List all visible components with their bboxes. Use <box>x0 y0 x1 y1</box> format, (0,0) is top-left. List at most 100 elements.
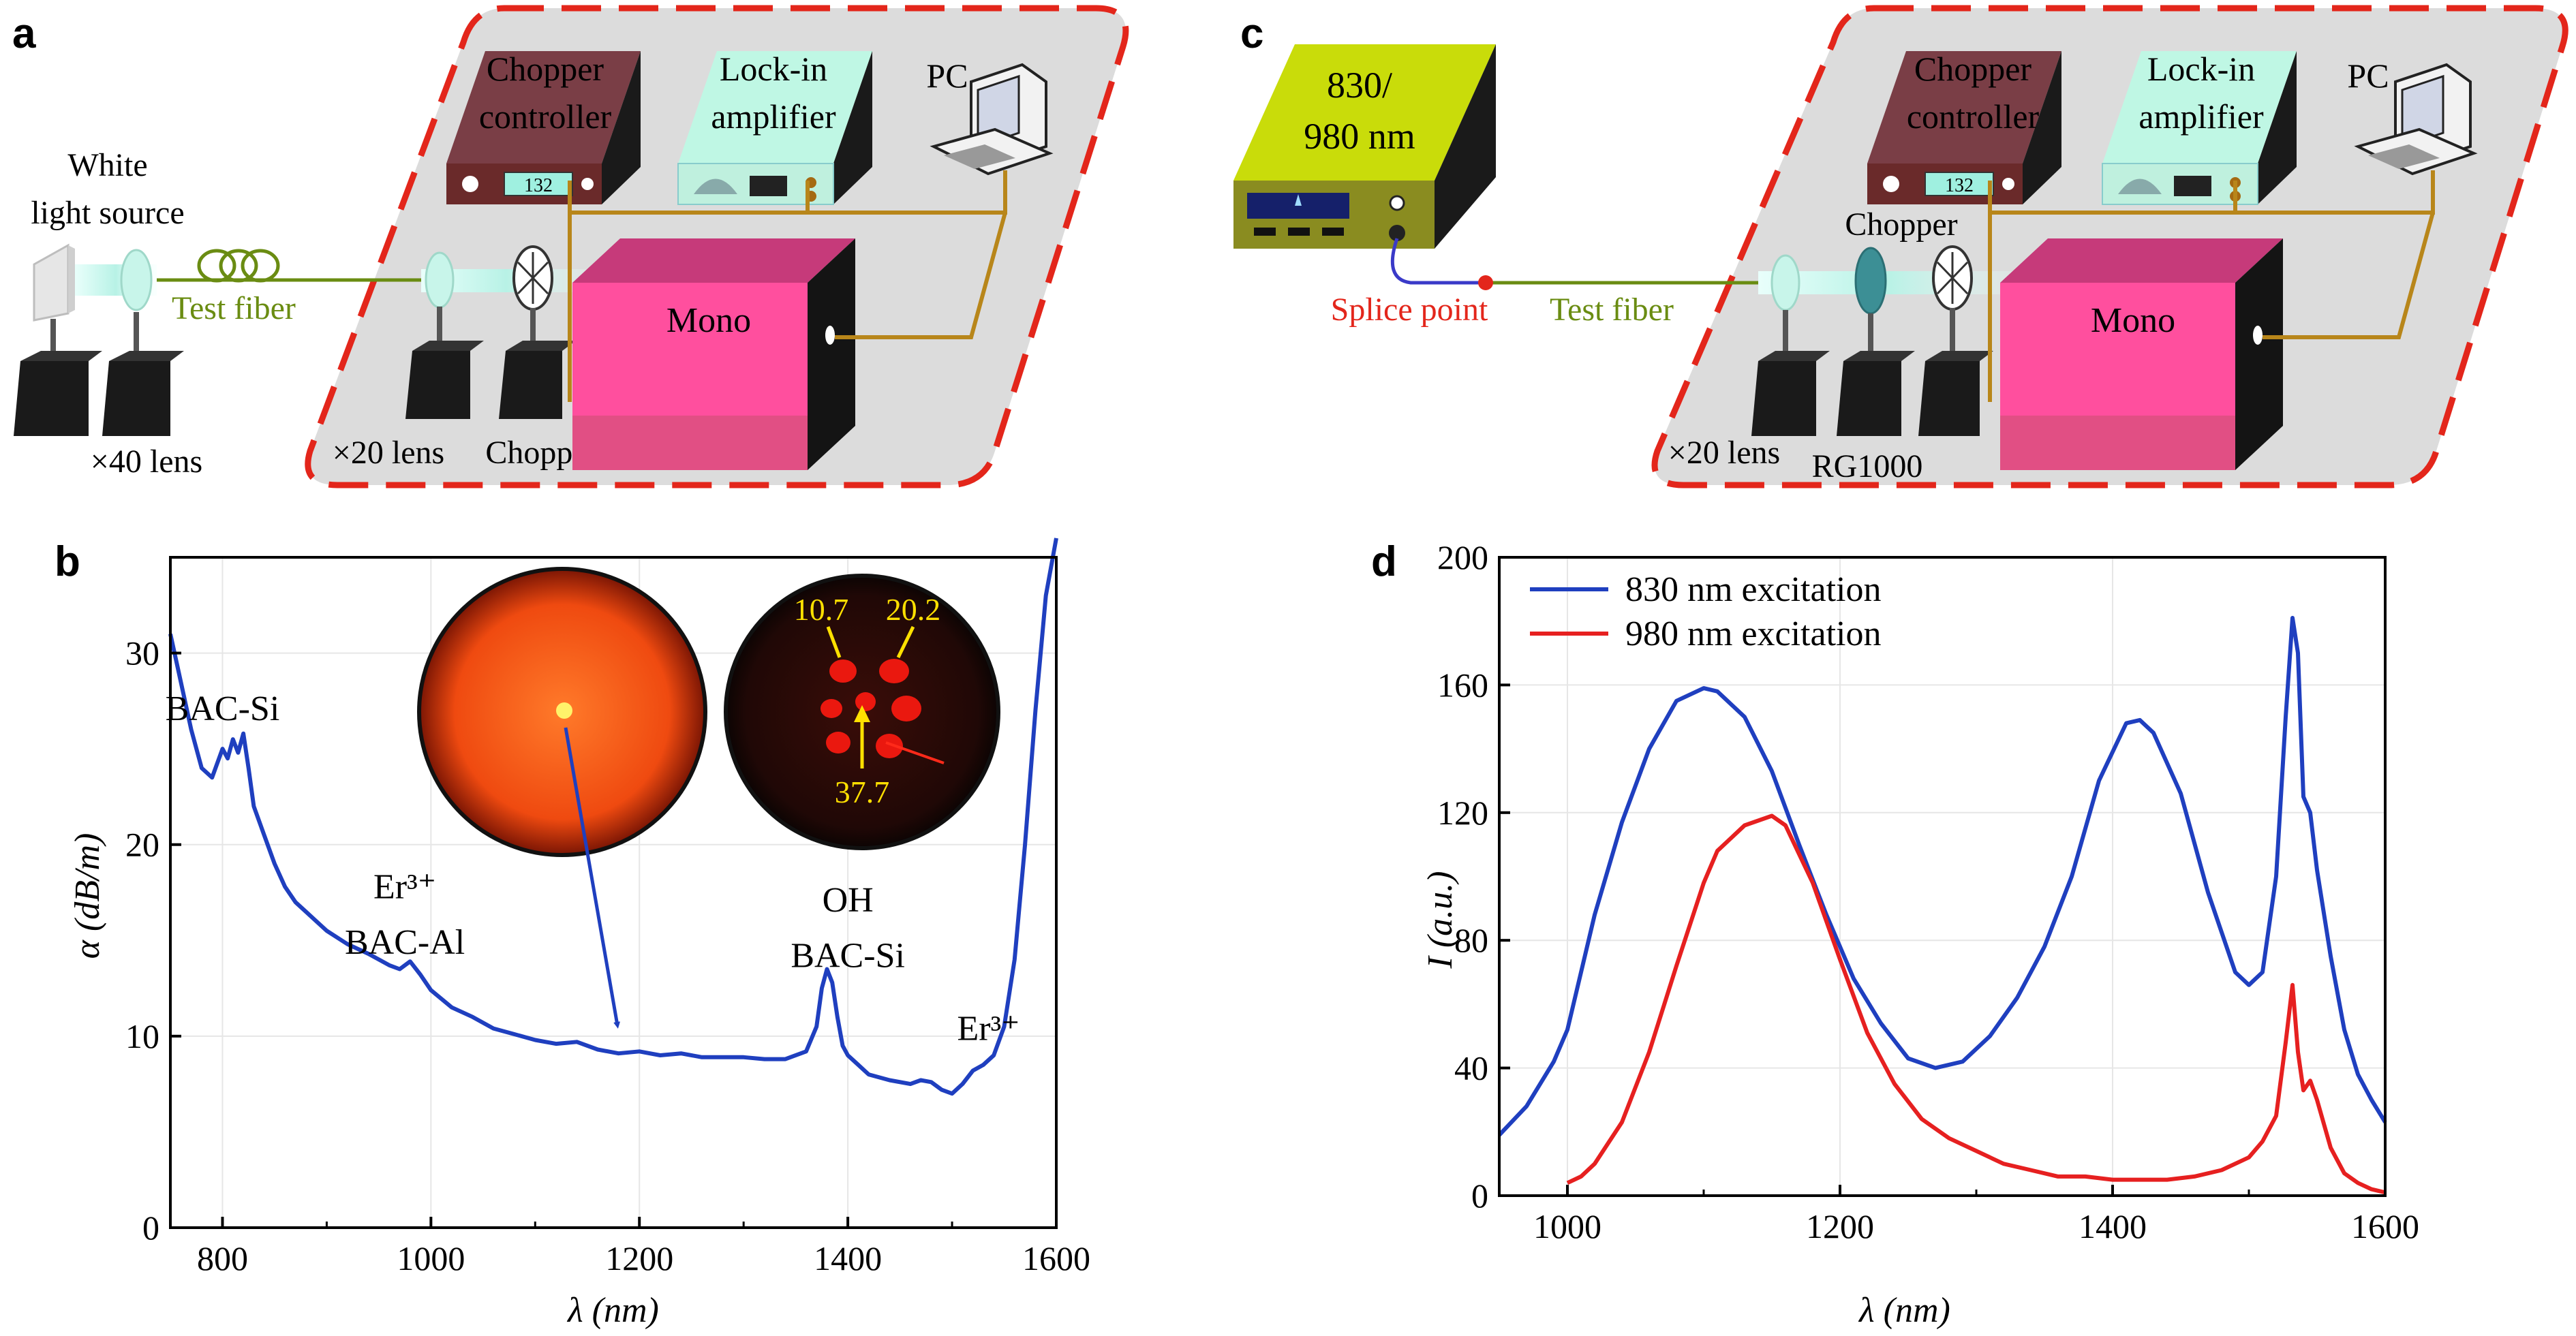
y-tick-label: 160 <box>1437 666 1488 704</box>
y-tick-label: 30 <box>125 634 159 672</box>
inset-photo-bright-spot <box>556 702 572 719</box>
mono-label-a: Mono <box>666 301 751 340</box>
mono-label-c: Mono <box>2091 301 2175 340</box>
white-light-source <box>33 243 75 322</box>
x20-lens-icon-a <box>425 251 455 309</box>
inset-pointer-arrow <box>564 727 621 1029</box>
beam-c <box>1758 271 2017 294</box>
x-tick-label: 1200 <box>605 1239 673 1277</box>
series-line-1 <box>1497 616 2387 1137</box>
chopper-display-a: 132 <box>524 175 553 196</box>
x20-lens-label-a: ×20 lens <box>333 435 444 471</box>
inset-scratch <box>885 741 945 764</box>
plot-frame <box>169 556 1058 1229</box>
y-tick-label: 40 <box>1454 1049 1488 1087</box>
x-tick-label: 1400 <box>814 1239 882 1277</box>
test-fiber-label-a: Test fiber <box>172 290 296 326</box>
legend-label-1: 830 nm excitation <box>1625 570 1881 609</box>
lockin-amplifier-c <box>2102 51 2297 205</box>
x20-lens-label-c: ×20 lens <box>1668 435 1780 471</box>
monochromator-a <box>572 238 855 470</box>
source-label-c-1: 830/ <box>1327 65 1392 106</box>
ylabel-b: α (dB/m) <box>68 833 107 959</box>
legend-label-2: 980 nm excitation <box>1625 615 1881 653</box>
x-tick-label: 800 <box>197 1239 248 1277</box>
mount-post-c1 <box>1751 310 1830 436</box>
annotation-5: BAC-Si <box>791 937 905 976</box>
cables-c <box>1988 170 2435 402</box>
ylabel-d: I (a.u.) <box>1421 871 1460 969</box>
laser-source-c <box>1233 44 1496 249</box>
test-fiber-label-c: Test fiber <box>1550 292 1674 328</box>
chopper-controller-c <box>1867 51 2061 204</box>
chopper-controller-label-c-2: controller <box>1907 97 2040 136</box>
splice-point-label: Splice point <box>1331 292 1488 328</box>
pigtail-c <box>1390 238 1486 285</box>
panel-a: a White light source ×40 lens <box>12 5 1129 488</box>
panel-letter-c: c <box>1240 10 1263 57</box>
pc-label-a: PC <box>926 57 968 95</box>
inset-label-10-7: 10.7 <box>794 592 849 627</box>
rg1000-filter-icon <box>1854 247 1887 315</box>
mount-post-3 <box>405 307 484 419</box>
y-tick-label: 120 <box>1437 794 1488 832</box>
lockin-label-a-2: amplifier <box>711 97 836 136</box>
chopper-controller-a <box>446 51 641 204</box>
cables-a <box>568 170 1007 402</box>
x-tick-label: 1600 <box>2351 1207 2419 1245</box>
annotation-2: Er³⁺ <box>373 867 436 906</box>
series-line-1 <box>168 538 1058 1096</box>
chopper-controller-label-a-2: controller <box>479 97 612 136</box>
fiber-coil-icon <box>197 249 280 283</box>
chopper-controller-label-c-1: Chopper <box>1914 50 2032 88</box>
white-light-source-label-1: White <box>67 147 147 183</box>
annotation-1: BAC-Si <box>166 689 280 728</box>
inset-arrow-2 <box>896 625 915 659</box>
lockin-label-a-1: Lock-in <box>720 50 827 88</box>
inset-photos: 10.7 20.2 37.7 <box>417 567 1000 857</box>
x40-lens-icon <box>120 249 153 311</box>
annotation-6: Er³⁺ <box>957 1009 1020 1048</box>
series-line-2 <box>1566 813 2386 1195</box>
panel-letter-b: b <box>55 538 80 585</box>
mount-post-1 <box>14 319 102 436</box>
pc-label-c: PC <box>2347 57 2389 95</box>
chopper-wheel-icon-c <box>1932 245 1973 311</box>
lockin-label-c-1: Lock-in <box>2147 50 2255 88</box>
panel-letter-a: a <box>12 10 36 57</box>
y-tick-label: 0 <box>1471 1177 1488 1215</box>
white-light-source-label-2: light source <box>31 195 184 231</box>
panel-letter-d: d <box>1371 538 1397 585</box>
y-tick-label: 0 <box>142 1209 159 1247</box>
panel-c: c 830/ 980 nm Splice point Test fiber <box>1233 5 2569 488</box>
source-label-c-2: 980 nm <box>1304 116 1415 157</box>
inset-arrow-1 <box>826 626 842 658</box>
y-tick-label: 200 <box>1437 538 1488 576</box>
mount-post-2 <box>102 312 184 436</box>
pc-icon-a <box>930 63 1054 176</box>
annotation-3: BAC-Al <box>345 923 465 962</box>
x-tick-label: 1000 <box>1533 1207 1601 1245</box>
x20-lens-icon-c <box>1770 254 1800 311</box>
mount-post-c3 <box>1918 308 1993 436</box>
y-tick-label: 20 <box>125 826 159 864</box>
x-tick-label: 1400 <box>2079 1207 2147 1245</box>
x-tick-label: 1200 <box>1806 1207 1874 1245</box>
x-tick-label: 1000 <box>397 1239 465 1277</box>
pc-icon-c <box>2354 63 2478 176</box>
y-tick-label: 80 <box>1454 921 1488 959</box>
inset-label-20-2: 20.2 <box>886 592 941 627</box>
inset-label-37-7: 37.7 <box>835 775 890 809</box>
chopper-display-c: 132 <box>1945 175 1974 196</box>
monochromator-c <box>2000 238 2283 470</box>
lockin-label-c-2: amplifier <box>2138 97 2264 136</box>
chopper-wheel-icon-a <box>512 245 553 311</box>
chopper-label-c: Chopper <box>1845 206 1957 243</box>
legend-d: 830 nm excitation 980 nm excitation <box>1530 570 1881 653</box>
x-tick-label: 1600 <box>1022 1239 1090 1277</box>
mount-post-4 <box>499 308 576 419</box>
chart-d: d 1000 1200 1400 1600 0 40 80 120 160 200 830 nm … <box>1371 538 2419 1330</box>
xlabel-b: λ (nm) <box>566 1291 659 1330</box>
